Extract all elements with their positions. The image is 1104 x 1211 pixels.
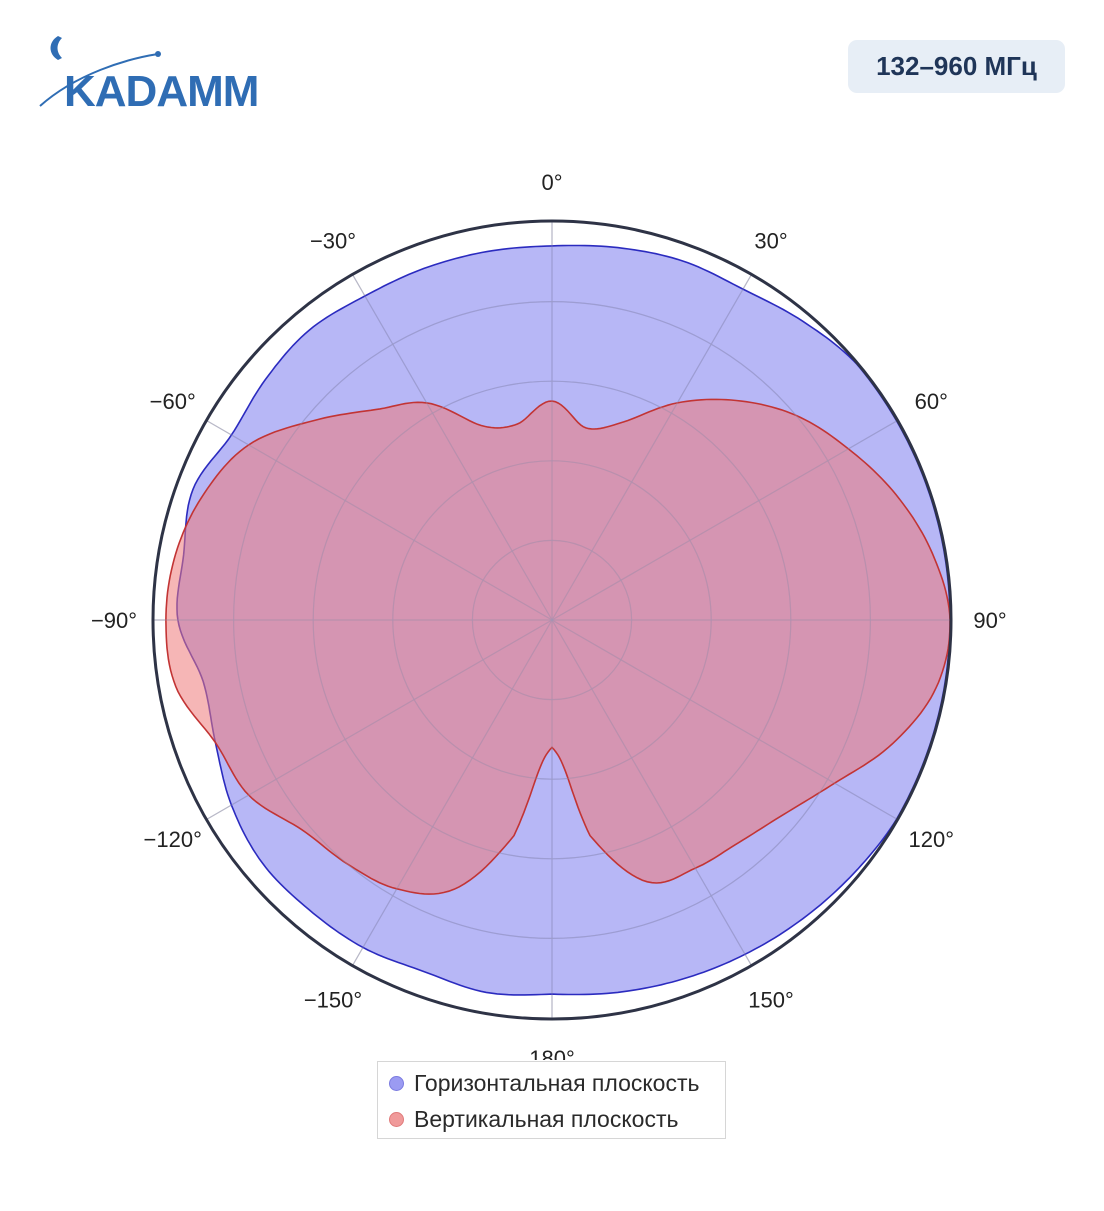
legend-item-horizontal[interactable]: Горизонтальная плоскость [389,1068,700,1098]
logo-leaf [50,36,62,60]
angular-tick-label: 90° [973,608,1006,633]
angular-tick-label: 150° [748,987,794,1012]
polar-series [165,244,951,996]
angular-gridline [352,619,553,965]
radial-gridline [233,301,871,939]
legend-label-horizontal: Горизонтальная плоскость [414,1069,700,1096]
logo-swoosh [39,53,159,107]
outer-ring [151,219,953,1021]
logo-text: KADAMM [64,67,258,114]
legend-swatch-vertical [389,1111,404,1127]
radial-gridline [312,380,792,860]
angular-tick-label: −60° [150,389,196,414]
series-vertical-plane [165,398,951,895]
angular-tick-label: 180° [529,1046,575,1060]
angular-gridline [352,275,553,621]
angular-gridline [551,619,897,820]
angular-gridline [551,619,752,965]
polar-chart: 0° 30° 60° 90° 120° 150° 180° −150° −120° −90° −60… [91,170,1007,1060]
legend-swatch-horizontal [389,1075,404,1091]
radial-gridline [471,539,633,701]
chart-legend[interactable]: Горизонтальная плоскость Вертикальная пл… [377,1061,726,1139]
kadamm-logo: KADAMM [39,36,259,114]
angular-tick-label: 0° [541,170,562,195]
angular-gridline [551,275,752,621]
angular-tick-labels: 0° 30° 60° 90° 120° 150° 180° −150° −120° −90° −60… [91,170,1007,1060]
angular-tick-label: 120° [909,827,955,852]
angular-tick-label: −120° [144,827,202,852]
logo-dot [155,51,161,57]
frequency-badge: 132–960 МГц [848,40,1065,93]
angular-tick-label: −30° [310,229,356,254]
angular-tick-label: 60° [915,389,948,414]
angular-gridline [551,420,897,621]
angular-gridline [207,619,553,820]
polar-overlay-grid [154,222,950,1018]
radial-gridline [392,460,712,780]
angular-tick-label: 30° [754,229,787,254]
angular-tick-label: −90° [91,608,137,633]
legend-item-vertical[interactable]: Вертикальная плоскость [389,1104,678,1134]
angular-tick-label: −150° [304,987,362,1012]
legend-label-vertical: Вертикальная плоскость [414,1105,679,1132]
angular-gridline [207,420,553,621]
